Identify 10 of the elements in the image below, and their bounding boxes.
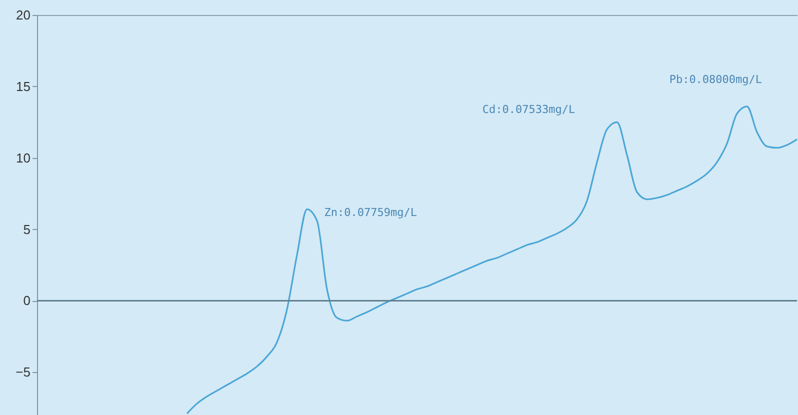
line-series (186, 106, 798, 414)
y-tick-label: 15 (16, 78, 30, 94)
y-tick-label: 0 (23, 293, 30, 308)
annotation: Pb:0.08000mg/L (669, 73, 762, 86)
annotation: Cd:0.07533mg/L (482, 102, 576, 116)
y-tick-label: 10 (16, 150, 30, 166)
y-tick-label: −5 (16, 364, 30, 380)
y-tick-label: 20 (16, 8, 30, 22)
annotation: Zn:0.07759mg/L (324, 206, 418, 219)
y-tick-label: 5 (23, 222, 30, 237)
